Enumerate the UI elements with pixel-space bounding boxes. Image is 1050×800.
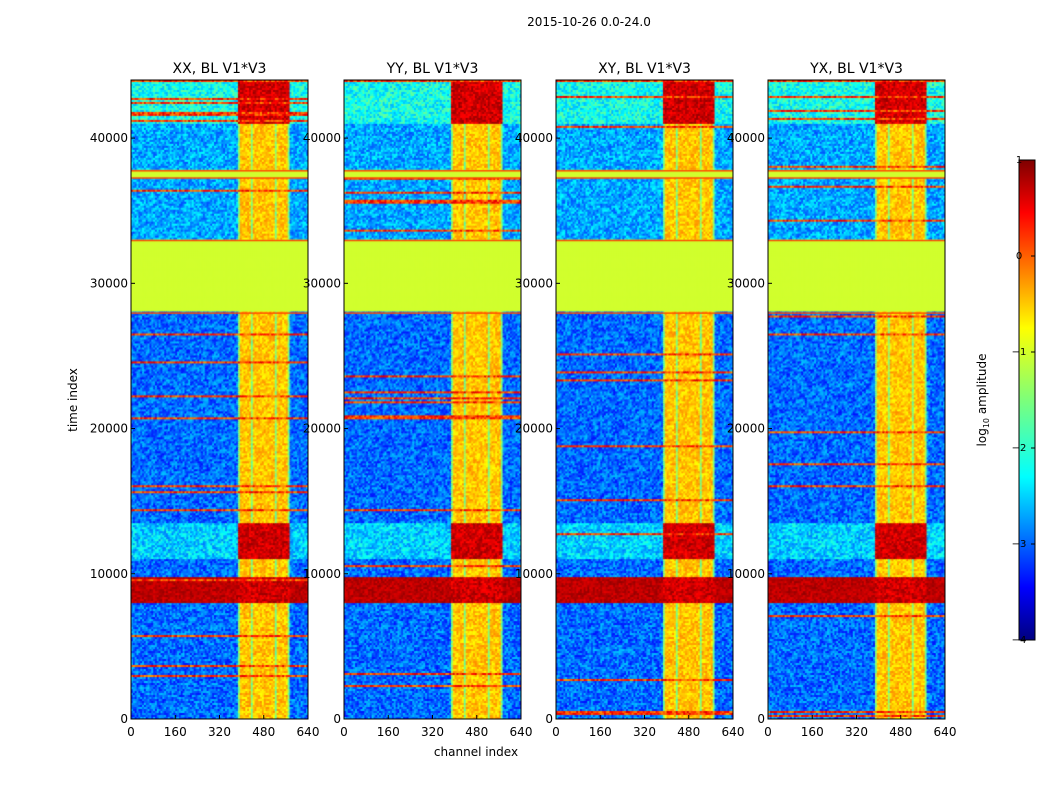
x-tick-label: 160	[589, 725, 612, 739]
x-tick-label: 320	[208, 725, 231, 739]
y-tick-label: 20000	[515, 422, 553, 436]
colorbar-tick-label: 0	[1016, 251, 1022, 262]
y-axis-label: time index	[66, 368, 80, 432]
y-tick-label: 40000	[90, 131, 128, 145]
y-tick-label: 0	[120, 712, 128, 726]
x-tick-label: 160	[164, 725, 187, 739]
x-tick-label: 160	[801, 725, 824, 739]
heatmap-panel-xx: XX, BL V1*V3 0 160 320 480 640 0 10000 20000 3000…	[90, 61, 320, 739]
x-tick-label: 480	[677, 725, 700, 739]
x-tick-label: 640	[722, 725, 745, 739]
y-tick-label: 30000	[515, 276, 553, 290]
colorbar-tick-label: −1	[1012, 347, 1027, 358]
y-tick-label: 0	[545, 712, 553, 726]
x-tick-label: 160	[377, 725, 400, 739]
heatmap-panel-xy: XY, BL V1*V3 0 160 320 480 640 0 10000 20000 3000…	[515, 61, 745, 739]
heatmap-image	[556, 80, 733, 719]
colorbar-tick-label: −4	[1012, 635, 1027, 646]
y-tick-label: 20000	[303, 422, 341, 436]
y-tick-label: 20000	[90, 422, 128, 436]
x-tick-label: 320	[845, 725, 868, 739]
x-tick-label: 480	[465, 725, 488, 739]
x-tick-label: 0	[127, 725, 135, 739]
colorbar-gradient	[1018, 159, 1036, 641]
panel-title: YY, BL V1*V3	[386, 61, 479, 77]
x-tick-label: 640	[297, 725, 320, 739]
colorbar-tick-label: −3	[1012, 539, 1027, 550]
x-tick-label: 640	[510, 725, 533, 739]
y-tick-label: 30000	[303, 276, 341, 290]
y-tick-label: 0	[757, 712, 765, 726]
heatmap-image	[768, 80, 945, 719]
panel-title: XY, BL V1*V3	[598, 61, 691, 77]
heatmap-panel-yy: YY, BL V1*V3 0 160 320 480 640 0 10000 20000 3000…	[303, 61, 533, 739]
x-tick-label: 320	[421, 725, 444, 739]
x-tick-label: 0	[552, 725, 560, 739]
colorbar-label: log10 amplitude	[975, 354, 991, 447]
y-tick-label: 10000	[90, 567, 128, 581]
y-tick-label: 10000	[515, 567, 553, 581]
x-tick-label: 480	[889, 725, 912, 739]
y-tick-label: 10000	[303, 567, 341, 581]
y-tick-label: 30000	[90, 276, 128, 290]
x-tick-label: 480	[252, 725, 275, 739]
y-tick-label: 40000	[727, 131, 765, 145]
colorbar-ticks: 1 0 −1 −2 −3 −4	[1012, 155, 1035, 646]
panel-title: XX, BL V1*V3	[173, 61, 267, 77]
heatmap-image	[344, 80, 521, 719]
colorbar-tick-label: −2	[1012, 443, 1027, 454]
panel-title: YX, BL V1*V3	[809, 61, 903, 77]
x-tick-label: 0	[340, 725, 348, 739]
x-tick-label: 640	[934, 725, 957, 739]
y-tick-label: 20000	[727, 422, 765, 436]
heatmap-image	[131, 80, 308, 719]
y-tick-label: 40000	[515, 131, 553, 145]
y-tick-label: 30000	[727, 276, 765, 290]
heatmap-panel-yx: YX, BL V1*V3 0 160 320 480 640 0 10000 20000 3000…	[727, 61, 957, 739]
heatmap-panels: XX, BL V1*V3 0 160 320 480 640 0 10000 20000 3000…	[90, 61, 957, 739]
x-axis-label: channel index	[434, 745, 518, 759]
colorbar-tick-label: 1	[1016, 155, 1022, 166]
x-tick-label: 0	[764, 725, 772, 739]
x-tick-label: 320	[633, 725, 656, 739]
y-tick-label: 0	[333, 712, 341, 726]
y-tick-label: 10000	[727, 567, 765, 581]
figure-suptitle: 2015-10-26 0.0-24.0	[527, 15, 651, 29]
y-tick-label: 40000	[303, 131, 341, 145]
colorbar: 1 0 −1 −2 −3 −4 log10 amplitude	[975, 155, 1036, 646]
